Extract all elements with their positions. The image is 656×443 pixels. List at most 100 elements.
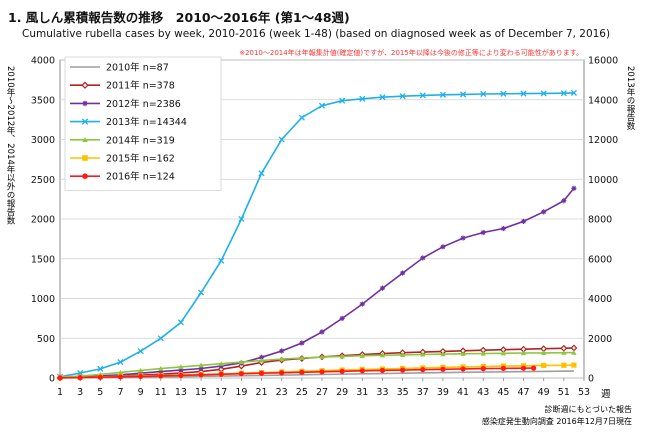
legend-entry: 2014年 n=319 [70,134,175,146]
data-point-circle [158,373,164,379]
data-point-star [178,367,184,373]
data-point-x [570,89,577,96]
x-tick-label: 49 [538,387,550,398]
y-left-tick-label: 1500 [31,254,55,265]
footer-line1: 診断週にもとづいた報告 [544,404,632,414]
data-point-triangle [561,350,567,355]
x-tick-label: 7 [117,387,123,398]
data-point-x [379,94,386,101]
legend: 2010年 n=87 2011年 n=378 2012年 n=2386 2013年 n… [64,56,222,191]
legend-entry: 2015年 n=162 [70,153,175,165]
data-point-circle [520,365,527,371]
data-point-triangle [571,350,577,355]
data-point-x [560,90,567,97]
x-tick-label: 1 [57,387,63,398]
data-point-x [520,90,527,97]
x-tick-label: 51 [558,387,570,398]
data-point-triangle [460,351,466,356]
data-point-circle [400,367,406,373]
chart-note: ※2010～2014年は年報集計値(確定値)ですが、2015年以降は今後の修正等… [239,48,583,57]
y-right-tick-label: 10000 [588,175,618,186]
data-point-square [571,362,577,368]
x-tick-label: 53 [578,387,590,398]
series-3 [56,89,577,380]
data-point-triangle [520,350,527,356]
data-point-circle [460,366,466,372]
y-left-tick-label: 3500 [31,95,55,106]
data-point-circle [198,372,204,378]
legend-entry: 2016年 n=124 [70,171,175,183]
x-tick-label: 15 [195,387,207,398]
data-point-star [82,100,88,107]
data-point-star [379,285,386,291]
data-point-circle [359,368,365,374]
y-left-tick-label: 4000 [31,56,55,67]
page-title: 1. 風しん累積報告数の推移 2010～2016年 (第1～48週) [8,10,350,25]
x-tick-label: 5 [97,387,103,398]
x-tick-label: 25 [296,387,308,398]
data-point-x [460,91,467,98]
data-point-x [298,114,305,121]
legend-label: 2013年 n=14344 [106,116,187,128]
data-point-star [541,209,547,215]
left-axis-label: 2010年〜2012年、2014年以外の報告数 [5,66,15,225]
data-point-x [480,90,487,98]
data-point-triangle [541,350,547,355]
y-left-tick-label: 500 [37,334,55,345]
data-point-x [278,136,285,143]
series-4 [57,350,577,380]
x-tick-label: 27 [316,387,328,398]
data-point-star [319,329,325,335]
data-point-x [359,95,366,102]
data-point-star [339,315,345,321]
page-subtitle: Cumulative rubella cases by week, 2010-2… [22,28,611,40]
data-point-triangle [178,364,184,369]
legend-entry: 2013年 n=14344 [70,116,187,128]
data-point-triangle [400,352,406,357]
data-point-x [137,348,144,355]
data-point-triangle [218,361,224,366]
data-point-triangle [339,353,345,359]
y-right-tick-label: 14000 [588,95,618,106]
legend-label: 2011年 n=378 [106,80,175,92]
x-tick-label: 41 [457,387,469,398]
x-tick-label: 37 [417,387,429,398]
data-point-triangle [480,350,486,356]
data-point-triangle [138,367,144,373]
y-right-tick-label: 2000 [588,334,612,345]
data-point-circle [279,370,285,376]
data-point-circle [178,372,184,378]
data-point-triangle [258,357,265,363]
data-point-x [439,91,446,98]
data-point-x [117,359,124,366]
data-point-x [157,335,164,342]
data-point-star [500,225,506,232]
data-point-x [238,215,245,223]
data-point-triangle [319,354,325,360]
data-point-triangle [420,351,426,357]
data-point-circle [238,371,244,377]
data-point-star [299,340,305,346]
y-right-tick-label: 4000 [588,294,612,305]
x-tick-label: 31 [356,387,368,398]
legend-entry: 2010年 n=87 [70,62,169,74]
data-point-star [279,348,285,354]
data-point-x [81,118,89,125]
data-point-x [218,257,225,264]
data-point-star [460,235,466,241]
data-point-circle [379,367,386,374]
data-point-star [420,255,426,261]
legend-entry: 2012年 n=2386 [70,98,181,110]
x-tick-label: 35 [397,387,409,398]
data-point-x [540,90,547,97]
footer-line2: 感染症発生動向調査 2016年12月7日現在 [482,416,632,426]
data-point-triangle [82,137,88,143]
y-right-tick-label: 8000 [588,215,612,226]
data-point-x [97,365,104,372]
x-tick-label: 17 [215,387,227,398]
x-tick-label: 23 [276,387,288,398]
y-left-tick-label: 2000 [31,215,55,226]
data-point-circle [440,366,446,372]
legend-label: 2014年 n=319 [106,134,175,146]
data-point-triangle [279,356,285,362]
